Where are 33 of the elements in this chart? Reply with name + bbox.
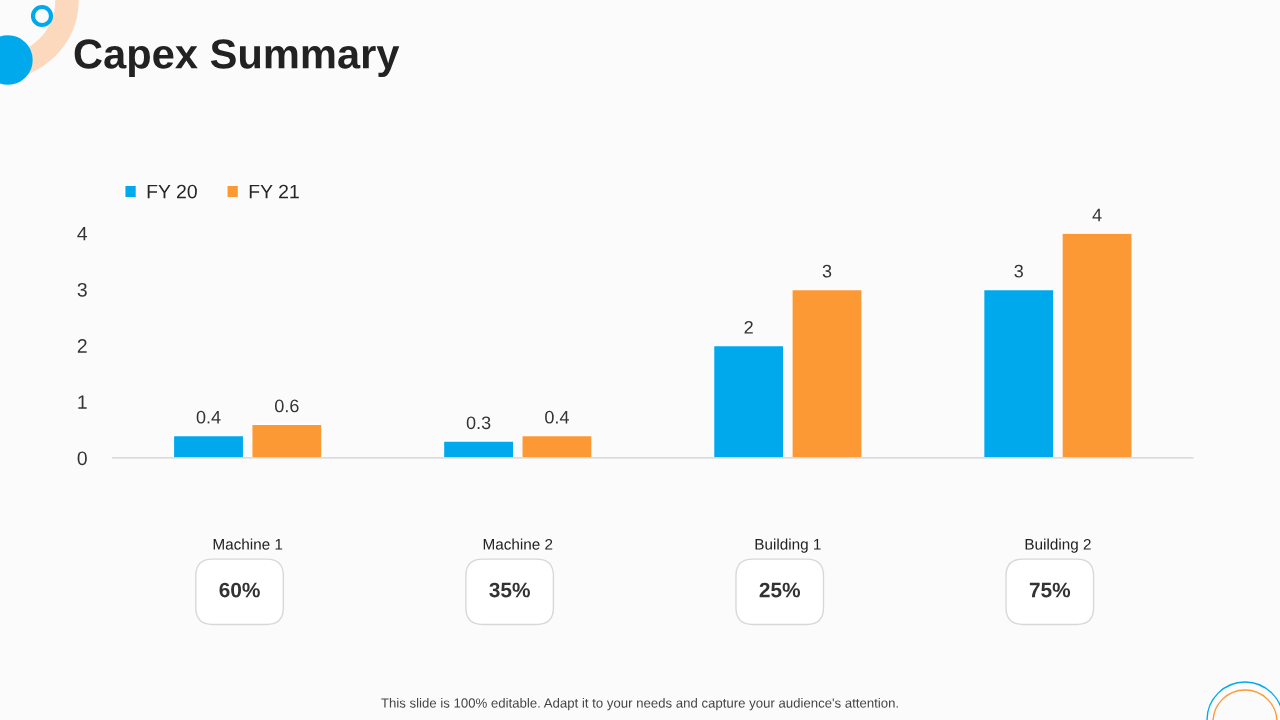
data-label: 2: [744, 320, 753, 334]
y-tick-label: 2: [77, 339, 87, 353]
bar: [442, 440, 515, 458]
bar: [521, 434, 593, 458]
text: 60%: [219, 582, 260, 598]
bar: [982, 288, 1055, 458]
data-label: 3: [1014, 264, 1023, 278]
data-label: 0.6: [275, 399, 299, 413]
legend-label: FY 20: [147, 184, 197, 199]
bar: [1061, 233, 1133, 458]
x-tick-label: Building 2: [1025, 538, 1091, 553]
y-tick-label: 3: [77, 282, 87, 297]
text: 35%: [489, 582, 530, 598]
data-label: 0.4: [545, 410, 569, 424]
y-tick-label: 0: [77, 451, 87, 466]
x-tick-label: Machine 2: [483, 538, 553, 550]
bar: [251, 423, 323, 458]
y-tick-label: 4: [77, 226, 88, 241]
bar: [172, 434, 245, 458]
data-label: 0.4: [196, 410, 221, 424]
x-tick-label: Machine 1: [213, 538, 283, 550]
text: 25%: [759, 582, 801, 598]
x-tick-label: Building 1: [755, 538, 821, 553]
bar: [791, 288, 863, 458]
data-label: 3: [822, 264, 832, 278]
text: This slide is 100% editable. Adapt it to your needs and capture your audience's attention.: [381, 698, 898, 711]
data-label: 4: [1092, 208, 1102, 222]
bar: [712, 344, 785, 458]
chart-title: Capex Summary: [74, 39, 400, 78]
data-label: 0.3: [466, 416, 491, 430]
legend-label: FY 21: [249, 184, 299, 199]
y-tick-label: 1: [78, 395, 87, 409]
text: 75%: [1029, 582, 1071, 598]
